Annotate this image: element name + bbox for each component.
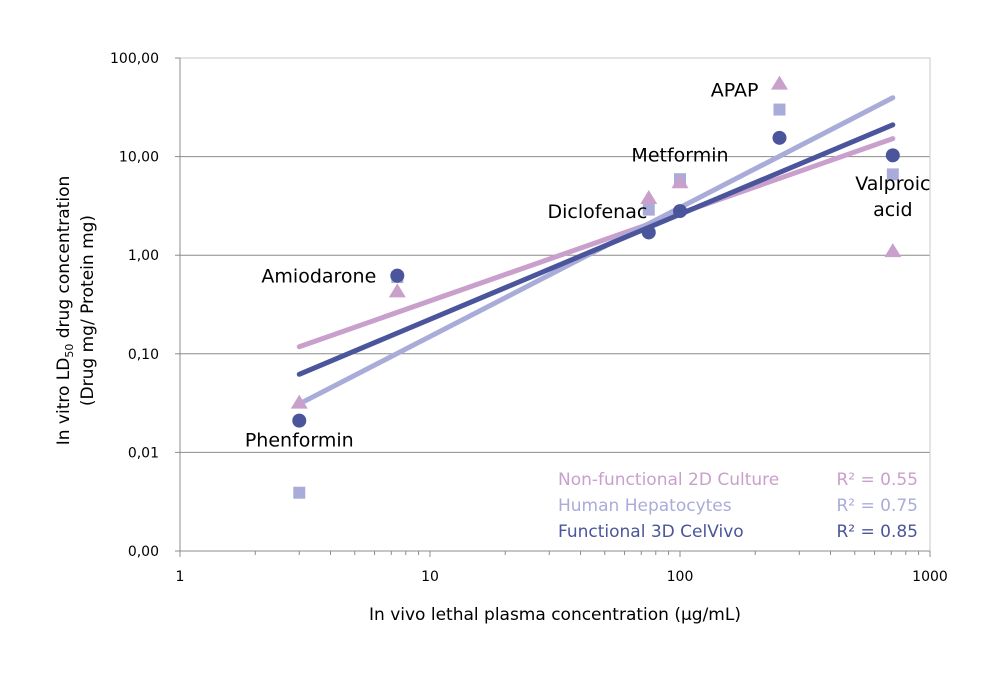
legend-entry-name: Human Hepatocytes bbox=[558, 496, 732, 516]
data-point-triangle bbox=[671, 174, 689, 189]
x-tick-label: 100 bbox=[667, 569, 694, 585]
drug-label: Amiodarone bbox=[261, 266, 376, 288]
axis-layer: 0,00 0,01 0,10 1,00 10,00 100,00 1 10 100 1000 bbox=[110, 51, 948, 585]
data-point-square bbox=[886, 168, 899, 181]
legend-entry-r2: R² = 0.85 bbox=[836, 522, 918, 542]
drug-label: Metformin bbox=[631, 145, 728, 167]
data-point-triangle bbox=[290, 394, 308, 409]
drug-label-line: Valproic bbox=[855, 173, 930, 195]
data-point-triangle bbox=[640, 190, 658, 205]
data-point-circle bbox=[673, 204, 687, 219]
y-tick-label: 1,00 bbox=[128, 248, 159, 264]
legend-entry-name: Non-functional 2D Culture bbox=[558, 470, 779, 490]
y-axis-title-line2: (Drug mg/ Protein mg) bbox=[78, 215, 98, 406]
y-axis-title-subscript: 50 bbox=[63, 344, 76, 358]
y-tick-label: 0,00 bbox=[128, 544, 159, 560]
annotation-layer: Phenformin Amiodarone Diclofenac Metformin A… bbox=[245, 79, 931, 451]
x-tick-label: 1000 bbox=[912, 569, 948, 585]
grid-layer bbox=[180, 57, 930, 552]
y-tick-label: 0,10 bbox=[128, 347, 159, 363]
y-axis-title-line1: In vitro LD50 drug concentration bbox=[54, 176, 76, 446]
data-point-triangle bbox=[770, 75, 788, 90]
drug-label-line: APAP bbox=[711, 79, 759, 101]
data-point-layer bbox=[290, 75, 902, 499]
legend-entry-r2: R² = 0.55 bbox=[836, 470, 918, 490]
y-axis-title-pre: In vitro LD bbox=[54, 358, 74, 446]
trendline-triangle bbox=[296, 136, 896, 350]
legend-entry-r2: R² = 0.75 bbox=[836, 496, 918, 516]
data-point-triangle bbox=[884, 243, 902, 258]
y-tick-label: 0,01 bbox=[128, 445, 159, 461]
x-axis-title: In vivo lethal plasma concentration (µg/… bbox=[369, 605, 741, 625]
data-point-circle bbox=[292, 413, 307, 428]
legend-entry-name: Functional 3D CelVivo bbox=[558, 522, 744, 542]
trendline-circle bbox=[296, 122, 896, 377]
drug-label: Diclofenac bbox=[548, 201, 648, 223]
x-tick-label: 10 bbox=[421, 569, 439, 585]
data-point-circle bbox=[772, 130, 787, 145]
y-tick-label: 100,00 bbox=[110, 51, 159, 67]
drug-label: Phenformin bbox=[245, 430, 354, 452]
y-tick-label: 10,00 bbox=[119, 150, 159, 166]
data-point-triangle bbox=[388, 283, 406, 298]
drug-label: APAP bbox=[711, 79, 759, 101]
plot-frame bbox=[179, 57, 931, 552]
y-axis-title-post: drug concentration bbox=[54, 176, 74, 344]
drug-label-line: Diclofenac bbox=[548, 201, 648, 223]
data-point-square bbox=[293, 486, 306, 499]
drug-label: Valproic acid bbox=[855, 173, 930, 221]
legend: Non-functional 2D Culture R² = 0.55 Human … bbox=[558, 470, 918, 542]
data-point-square bbox=[642, 203, 655, 216]
drug-label-line: Metformin bbox=[631, 145, 728, 167]
drug-label-line: acid bbox=[873, 199, 912, 221]
data-point-circle bbox=[641, 225, 656, 240]
drug-label-line: Phenformin bbox=[245, 430, 354, 452]
x-tick-label: 1 bbox=[176, 569, 185, 585]
data-point-square bbox=[773, 103, 786, 116]
data-point-circle bbox=[390, 268, 405, 283]
data-point-circle bbox=[885, 148, 900, 163]
drug-label-line: Amiodarone bbox=[261, 266, 376, 288]
trendline-layer bbox=[296, 95, 896, 407]
